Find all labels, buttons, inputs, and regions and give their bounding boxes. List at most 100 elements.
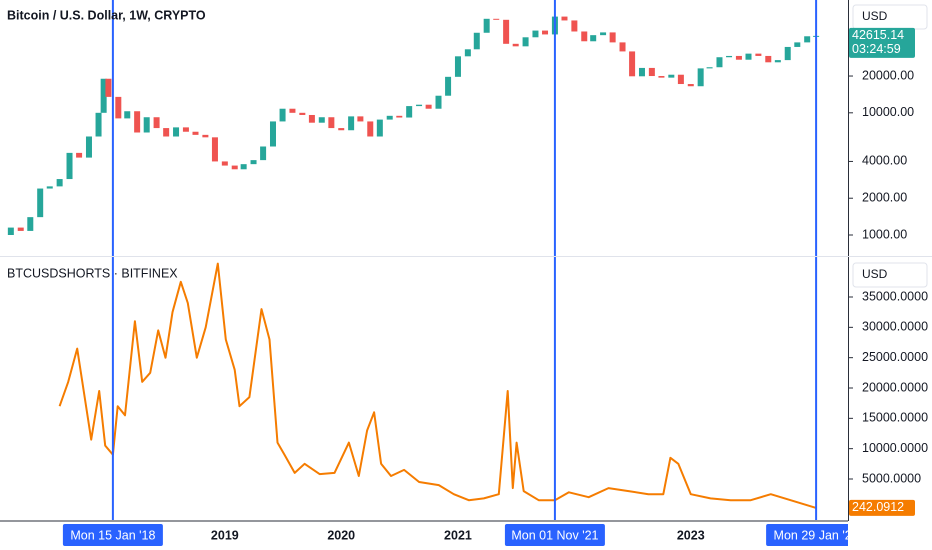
candle [66, 152, 73, 180]
candle [348, 116, 355, 131]
candle [532, 30, 539, 38]
candle [745, 53, 752, 60]
candle [299, 112, 306, 115]
candle [454, 56, 461, 77]
y-tick-label: 10000.00 [862, 105, 914, 119]
last-price-bg [849, 27, 915, 58]
candle [105, 78, 112, 97]
candle [163, 128, 170, 137]
series-line [58, 262, 817, 509]
candle [134, 111, 141, 133]
candle [269, 121, 276, 147]
candle [755, 53, 762, 56]
candle [571, 20, 578, 32]
y-tick-label: 10000.0000 [862, 441, 928, 455]
candle [221, 161, 228, 166]
candle [56, 179, 63, 187]
candle [100, 78, 107, 113]
candle [7, 227, 14, 236]
marker-label: Mon 01 Nov '21 [511, 528, 598, 542]
last-price-bg [849, 499, 915, 516]
x-tick-label: 2023 [677, 528, 705, 542]
marker-label: Mon 29 Jan '24 [774, 528, 859, 542]
marker-label-bg [504, 524, 605, 546]
countdown-label: 03:24:59 [852, 42, 901, 56]
candle [192, 131, 199, 135]
currency-button[interactable] [852, 262, 928, 288]
candle [445, 76, 452, 96]
candle [473, 32, 480, 50]
pane-title: BTCUSDSHORTS · BITFINEX [7, 266, 178, 280]
candle [512, 43, 519, 47]
candle [784, 46, 791, 61]
candle [425, 104, 432, 109]
candle [638, 67, 645, 77]
candle [240, 164, 247, 170]
candle [37, 188, 44, 218]
candle [435, 95, 442, 109]
candle [124, 111, 131, 119]
candle [153, 117, 160, 129]
candle [648, 67, 655, 77]
y-tick-label: 35000.0000 [862, 289, 928, 303]
x-tick-label: 2019 [211, 528, 239, 542]
candle [609, 32, 616, 43]
candle [464, 49, 471, 57]
candle [357, 116, 364, 122]
candle [289, 108, 296, 113]
pane-title: Bitcoin / U.S. Dollar, 1W, CRYPTO [7, 8, 206, 22]
candle [386, 115, 393, 120]
candle [115, 96, 122, 119]
candle [406, 106, 413, 118]
y-tick-label: 25000.0000 [862, 350, 928, 364]
marker-label: Mon 15 Jan '18 [70, 528, 155, 542]
candle [143, 117, 150, 133]
currency-label[interactable]: USD [862, 267, 888, 281]
candle [774, 60, 781, 63]
candle [503, 19, 510, 44]
candle [794, 42, 801, 47]
candle [318, 117, 325, 123]
candle [231, 165, 238, 170]
x-tick-label: 2020 [327, 528, 355, 542]
y-tick-label: 30000.0000 [862, 320, 928, 334]
y-tick-label: 4000.00 [862, 154, 907, 168]
candle [396, 115, 403, 118]
candle [95, 112, 102, 137]
candle [697, 68, 704, 87]
x-tick-label: 2021 [444, 528, 472, 542]
y-tick-label: 15000.0000 [862, 411, 928, 425]
candle [250, 160, 257, 165]
candle [308, 114, 315, 123]
candle [27, 217, 34, 231]
candle [726, 55, 733, 58]
y-tick-label: 1000.00 [862, 227, 907, 241]
candle [85, 136, 92, 158]
y-tick-label: 20000.00 [862, 68, 914, 82]
candle [367, 121, 374, 137]
marker-label-bg [766, 524, 867, 546]
candle [182, 127, 189, 132]
marker-label-bg [62, 524, 163, 546]
candle [619, 42, 626, 52]
candle [706, 67, 713, 69]
candle [629, 51, 636, 77]
currency-label[interactable]: USD [862, 9, 888, 23]
candle [483, 18, 490, 33]
candle [493, 18, 500, 20]
candle [804, 36, 811, 43]
y-tick-label: 5000.0000 [862, 471, 921, 485]
candle [202, 134, 209, 138]
candle [765, 55, 772, 63]
candle [687, 84, 694, 87]
candle [677, 74, 684, 85]
last-price-label: 242.0912 [852, 500, 904, 514]
candle [376, 119, 383, 137]
candle [211, 137, 218, 162]
candle [328, 117, 335, 129]
candle [590, 35, 597, 42]
candle [581, 31, 588, 42]
candle [658, 76, 665, 78]
